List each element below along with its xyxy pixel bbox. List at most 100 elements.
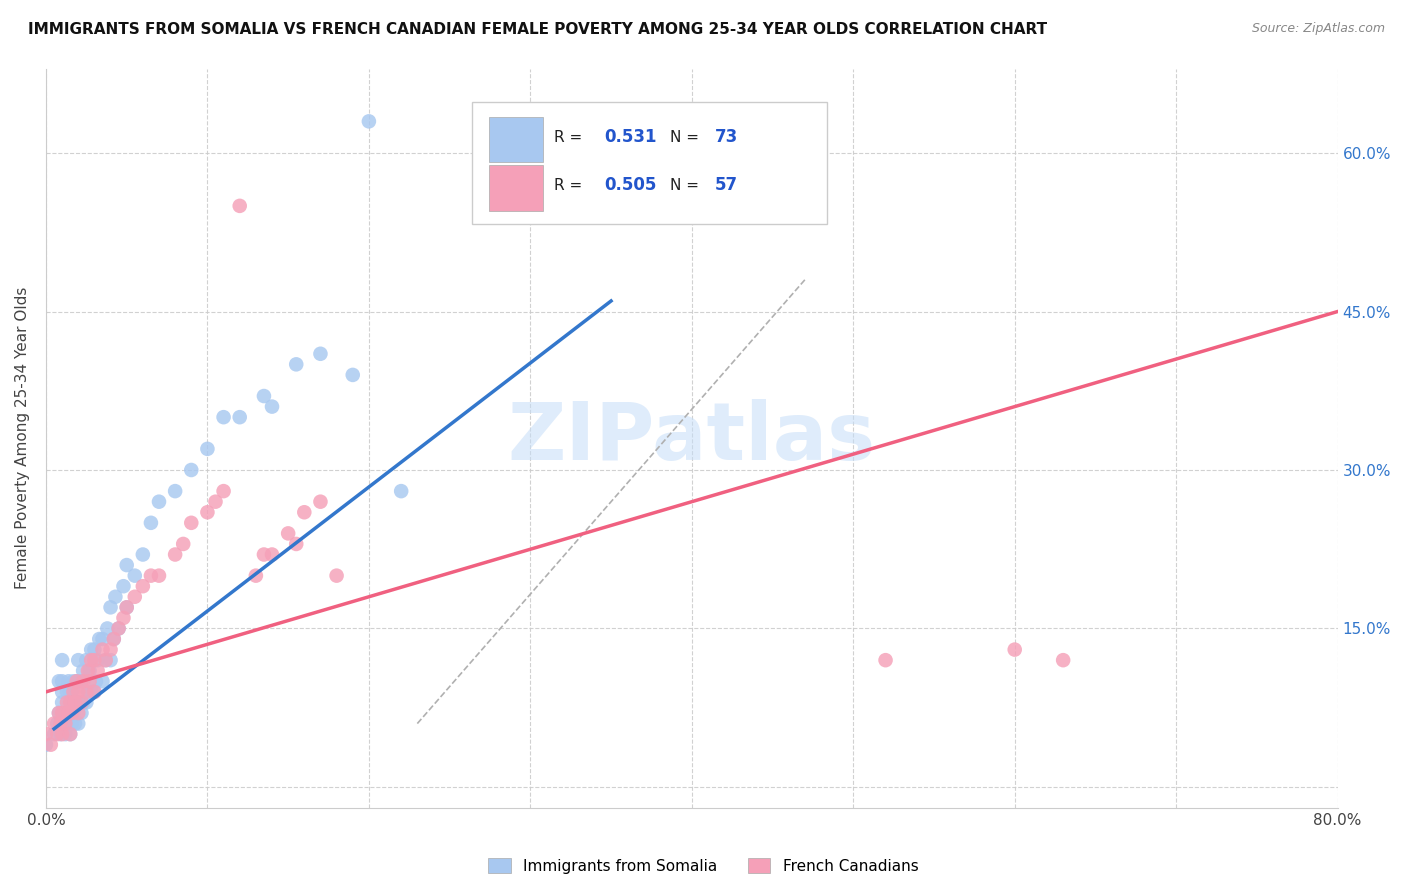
- FancyBboxPatch shape: [489, 117, 543, 162]
- Text: ZIPatlas: ZIPatlas: [508, 400, 876, 477]
- Point: [51, 653, 73, 667]
- Point: [285, 357, 308, 371]
- Text: N =: N =: [669, 130, 704, 145]
- FancyBboxPatch shape: [489, 165, 543, 211]
- Point: [228, 199, 250, 213]
- Point: [51, 727, 73, 741]
- Point: [75, 653, 97, 667]
- Point: [67, 674, 90, 689]
- Point: [46, 716, 69, 731]
- Point: [212, 484, 235, 499]
- Point: [63, 695, 86, 709]
- Point: [100, 600, 122, 615]
- Point: [1004, 642, 1026, 657]
- Point: [107, 622, 129, 636]
- Point: [66, 674, 89, 689]
- Point: [51, 685, 73, 699]
- Point: [62, 685, 84, 699]
- Point: [180, 516, 202, 530]
- Point: [115, 600, 138, 615]
- Point: [60, 716, 83, 731]
- Point: [56, 685, 79, 699]
- Point: [83, 653, 105, 667]
- Point: [67, 716, 90, 731]
- Point: [80, 653, 103, 667]
- Point: [103, 632, 125, 646]
- Point: [59, 685, 82, 699]
- Point: [139, 568, 162, 582]
- Text: IMMIGRANTS FROM SOMALIA VS FRENCH CANADIAN FEMALE POVERTY AMONG 25-34 YEAR OLDS : IMMIGRANTS FROM SOMALIA VS FRENCH CANADI…: [28, 22, 1047, 37]
- Point: [67, 695, 90, 709]
- Point: [309, 494, 332, 508]
- Point: [70, 706, 93, 720]
- Point: [51, 695, 73, 709]
- Point: [80, 642, 103, 657]
- Point: [112, 579, 135, 593]
- Text: 0.531: 0.531: [605, 128, 657, 146]
- Point: [285, 537, 308, 551]
- Point: [53, 727, 76, 741]
- Point: [72, 695, 94, 709]
- Point: [60, 706, 83, 720]
- Point: [60, 685, 83, 699]
- Point: [253, 548, 276, 562]
- Point: [94, 653, 117, 667]
- Point: [172, 537, 194, 551]
- Point: [83, 685, 105, 699]
- Point: [124, 568, 146, 582]
- Point: [83, 642, 105, 657]
- Point: [96, 622, 118, 636]
- Point: [139, 516, 162, 530]
- Point: [107, 622, 129, 636]
- Point: [260, 548, 283, 562]
- FancyBboxPatch shape: [472, 102, 827, 224]
- Point: [63, 716, 86, 731]
- Point: [204, 494, 226, 508]
- Point: [132, 579, 155, 593]
- Point: [75, 695, 97, 709]
- Point: [89, 632, 111, 646]
- Text: N =: N =: [669, 178, 704, 193]
- Point: [86, 664, 108, 678]
- Point: [46, 727, 69, 741]
- Point: [56, 695, 79, 709]
- Point: [245, 568, 267, 582]
- Point: [58, 706, 80, 720]
- Point: [260, 400, 283, 414]
- Point: [112, 611, 135, 625]
- Point: [115, 558, 138, 572]
- Point: [91, 642, 114, 657]
- Point: [42, 727, 65, 741]
- Point: [80, 685, 103, 699]
- Point: [104, 590, 127, 604]
- Point: [342, 368, 364, 382]
- Point: [83, 685, 105, 699]
- Legend: Immigrants from Somalia, French Canadians: Immigrants from Somalia, French Canadian…: [481, 852, 925, 880]
- Point: [49, 716, 72, 731]
- Point: [67, 685, 90, 699]
- Text: R =: R =: [554, 130, 586, 145]
- Point: [115, 600, 138, 615]
- Point: [79, 674, 101, 689]
- Point: [292, 505, 315, 519]
- Point: [51, 674, 73, 689]
- Point: [56, 706, 79, 720]
- Point: [132, 548, 155, 562]
- Point: [91, 674, 114, 689]
- Point: [58, 716, 80, 731]
- Point: [91, 632, 114, 646]
- Point: [48, 706, 70, 720]
- Point: [42, 716, 65, 731]
- Point: [1052, 653, 1074, 667]
- Point: [53, 716, 76, 731]
- Point: [79, 664, 101, 678]
- Point: [165, 548, 187, 562]
- Point: [49, 727, 72, 741]
- Text: 57: 57: [716, 177, 738, 194]
- Point: [63, 695, 86, 709]
- Point: [70, 674, 93, 689]
- Point: [51, 706, 73, 720]
- Point: [59, 706, 82, 720]
- Text: Source: ZipAtlas.com: Source: ZipAtlas.com: [1251, 22, 1385, 36]
- Point: [75, 685, 97, 699]
